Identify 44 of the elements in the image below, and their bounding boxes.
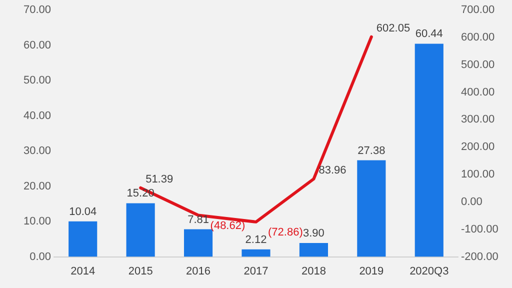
x-tick-label: 2015 (128, 265, 153, 278)
y2-tick-label: 300.00 (461, 114, 495, 126)
bar (242, 249, 270, 257)
x-tick-label: 2016 (186, 265, 211, 278)
y-tick-label: 30.00 (23, 145, 51, 158)
x-tick-label: 2020Q3 (410, 265, 449, 278)
data-label: 15.20 (126, 188, 154, 200)
y2-tick-label: 100.00 (461, 168, 495, 181)
y-tick-label: 50.00 (23, 74, 51, 87)
y-tick-label: 20.00 (23, 180, 51, 192)
bar (414, 44, 444, 257)
y2-tick-label: 500.00 (461, 58, 495, 71)
bar (126, 203, 155, 257)
data-label: 7.81 (188, 214, 209, 226)
data-label: 10.04 (69, 206, 97, 218)
data-label: 602.05 (376, 22, 410, 34)
data-label: 83.96 (318, 164, 346, 176)
y-tick-label: 10.00 (23, 216, 51, 228)
bar (68, 221, 98, 257)
y2-tick-label: 200.00 (461, 141, 495, 154)
x-tick-label: 2017 (244, 265, 268, 278)
bar (299, 243, 328, 257)
data-label: (48.62) (210, 220, 246, 232)
data-label: 51.39 (146, 173, 174, 186)
y2-tick-label: 700.00 (461, 4, 495, 16)
data-label: (72.86) (268, 226, 303, 238)
x-tick-label: 2014 (70, 265, 96, 278)
y-tick-label: 40.00 (23, 110, 51, 122)
y2-tick-label: 600.00 (461, 31, 495, 44)
y-tick-label: 60.00 (23, 39, 51, 52)
y-tick-label: 0.00 (30, 250, 51, 263)
data-label: 3.90 (303, 228, 324, 240)
data-label: 2.12 (245, 234, 267, 246)
x-tick-label: 2019 (359, 265, 384, 278)
y2-tick-label: 0.00 (461, 196, 482, 208)
y-tick-label: 70.00 (23, 4, 51, 16)
bar (357, 160, 386, 257)
y2-tick-label: 400.00 (461, 86, 495, 98)
y2-tick-label: -100.00 (461, 223, 498, 236)
y2-tick-label: -200.00 (461, 250, 498, 263)
data-label: 60.44 (415, 28, 443, 40)
bar (184, 229, 213, 257)
data-label: 27.38 (358, 144, 386, 157)
x-tick-label: 2018 (301, 265, 326, 278)
